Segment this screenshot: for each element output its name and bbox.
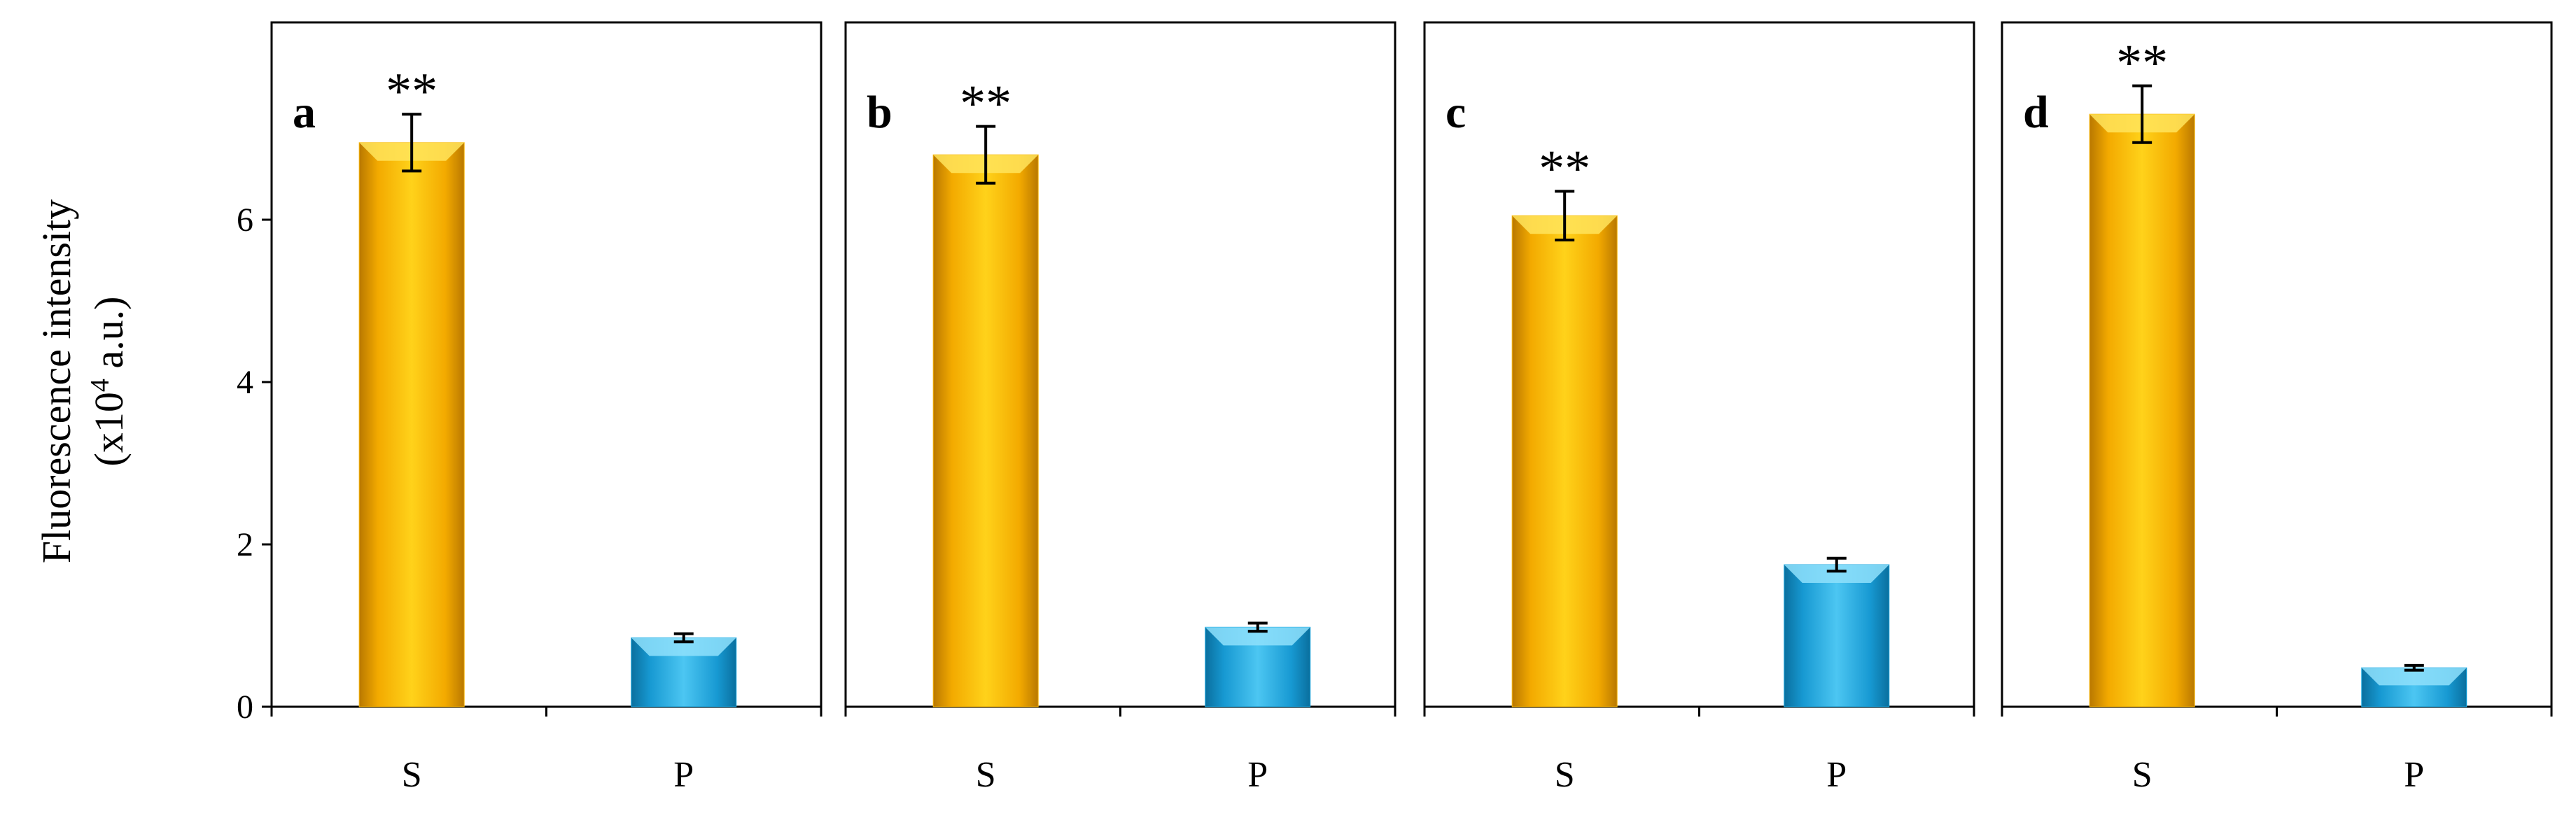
y-tick-label: 4 — [237, 364, 253, 401]
panel-letter: a — [293, 87, 316, 138]
significance-marker: ** — [386, 63, 438, 120]
x-tick-label-P: P — [2404, 755, 2424, 795]
x-tick-label-P: P — [673, 755, 694, 795]
bar-P — [1784, 564, 1890, 707]
y-axis-title: Fluorescence intensity (x104 a.u.) — [34, 199, 132, 563]
panel-letter: c — [1446, 87, 1466, 138]
panel-frame — [270, 21, 822, 708]
panel-frame — [2001, 21, 2553, 708]
panel-letter: b — [867, 87, 892, 138]
bar-S — [1511, 215, 1618, 707]
y-tick-label: 0 — [237, 689, 253, 726]
y-axis-label-line2: (x104 a.u.) — [85, 297, 132, 467]
significance-marker: ** — [1539, 140, 1590, 197]
bar-bevel — [2361, 668, 2467, 686]
bar-bevel — [631, 637, 736, 656]
panel-c: c ** S P — [1423, 21, 1975, 795]
panel-b: b ** S P — [844, 21, 1396, 795]
significance-marker: ** — [960, 76, 1011, 133]
x-tick-label-P: P — [1826, 755, 1847, 795]
bar-bevel — [1205, 627, 1310, 646]
panel-letter: d — [2023, 87, 2049, 138]
panel-frame — [1423, 21, 1975, 708]
y-tick-label: 2 — [237, 526, 253, 563]
x-tick-label-S: S — [976, 755, 996, 795]
bar-S — [2089, 113, 2195, 707]
panels: 0 2 4 6 a ** S Pb ** S Pc ** S Pd ** S P — [237, 21, 2553, 795]
x-tick-label-P: P — [1247, 755, 1268, 795]
significance-marker: ** — [2116, 35, 2168, 92]
bar-S — [932, 154, 1039, 707]
bar-bevel — [1784, 565, 1889, 583]
panel-frame — [844, 21, 1396, 708]
x-tick-label-S: S — [2132, 755, 2152, 795]
panel-a: 0 2 4 6 a ** S P — [237, 21, 822, 795]
y-axis-label-line1: Fluorescence intensity — [34, 199, 79, 563]
bar-S — [358, 142, 465, 707]
x-tick-label-S: S — [402, 755, 422, 795]
x-tick-label-S: S — [1555, 755, 1575, 795]
y-tick-label: 6 — [237, 202, 253, 239]
panel-d: d ** S P — [2001, 21, 2553, 795]
